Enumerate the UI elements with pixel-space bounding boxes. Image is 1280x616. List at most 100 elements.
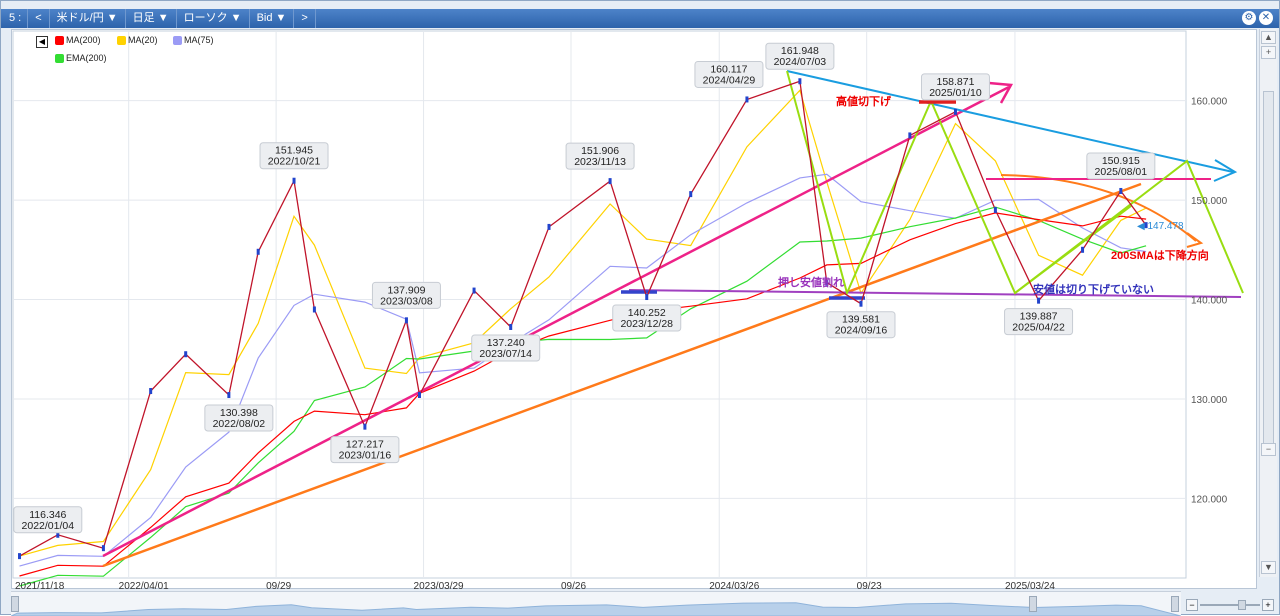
price-label-date: 2025/08/01 (1095, 166, 1148, 178)
plot-frame (12, 30, 1187, 579)
scroll-thumb[interactable] (1263, 91, 1274, 451)
hzoom-thumb[interactable] (1238, 600, 1246, 610)
price-label-value: 137.909 (387, 284, 425, 296)
legend-label: MA(75) (184, 35, 214, 45)
price-label-value: 116.346 (29, 509, 66, 521)
price-label-value: 139.887 (1020, 311, 1058, 323)
close-icon[interactable]: ✕ (1259, 11, 1273, 25)
hzoom-out-button[interactable]: − (1186, 599, 1198, 611)
chart-toolbar: 5 : < 米ドル/円 ▼ 日足 ▼ ローソク ▼ Bid ▼ > (1, 9, 1279, 28)
ma20-line (19, 89, 1147, 557)
price-label-date: 2022/10/21 (268, 156, 321, 168)
axes: 160.000 150.000 140.000 130.000 120.000 2021/… (15, 97, 1228, 591)
legend-toggle-button[interactable]: ◀ (36, 36, 48, 48)
navigator-bar[interactable] (11, 591, 1181, 616)
projection-curve-orange (1000, 174, 1197, 242)
price-label-box (471, 334, 541, 362)
candle (1119, 187, 1123, 194)
price-label-value: 139.581 (842, 314, 880, 326)
prev-button[interactable]: < (28, 9, 50, 28)
ma75-line (19, 173, 1147, 567)
candle (993, 207, 997, 214)
price-label-date: 2025/01/10 (929, 87, 982, 99)
symbol-dropdown[interactable]: 米ドル/円 ▼ (50, 9, 126, 28)
settings-icon[interactable]: ⚙ (1242, 11, 1256, 25)
legend-item-ma200: MA(200) (55, 35, 101, 45)
price-label-date: 2023/03/08 (380, 295, 433, 307)
price-label-box (612, 304, 682, 332)
candle (645, 294, 649, 301)
price-label-box (1004, 308, 1074, 336)
legend-label: EMA(200) (66, 53, 107, 63)
chart-number-label: 5 : (1, 9, 29, 28)
downtrend-line-blue (786, 70, 1234, 173)
price-label-box (13, 506, 83, 534)
candle (292, 177, 296, 184)
vertical-scrollbar[interactable]: ▲ + − ▼ (1259, 29, 1277, 577)
timeframe-dropdown[interactable]: 日足 ▼ (126, 9, 177, 28)
annotation-text: 押し安値割れ (778, 275, 844, 289)
zoom-out-button[interactable]: − (1261, 443, 1276, 456)
candle (953, 108, 957, 115)
legend-item-ema200: EMA(200) (55, 53, 107, 63)
hzoom-track[interactable] (1200, 604, 1260, 606)
x-tick-label: 2024/03/26 (709, 581, 759, 591)
price-label-box (259, 142, 329, 170)
annotation-text: 高値切下げ (836, 94, 892, 108)
horizontal-zoom[interactable]: − + (1186, 599, 1276, 611)
price-label-date: 2022/08/02 (213, 418, 266, 430)
candle (227, 392, 231, 399)
navigator-range-handle[interactable] (1029, 596, 1037, 612)
low-trendline-green (1014, 205, 1132, 294)
y-tick-label: 140.000 (1191, 296, 1228, 307)
x-tick-label: 2023/03/29 (414, 581, 464, 591)
price-label-date: 2024/07/03 (774, 56, 827, 68)
candle (689, 191, 693, 198)
legend-swatch (55, 35, 64, 45)
next-button[interactable]: > (294, 9, 316, 28)
price-side-dropdown[interactable]: Bid ▼ (250, 9, 295, 28)
price-label-box (920, 73, 990, 101)
price-label-date: 2023/11/13 (574, 156, 626, 168)
candle (1144, 222, 1148, 229)
candle (825, 279, 829, 286)
x-tick-label: 2022/04/01 (119, 581, 169, 591)
chart-type-dropdown[interactable]: ローソク ▼ (177, 9, 250, 28)
scroll-up-button[interactable]: ▲ (1261, 31, 1276, 44)
legend-swatch (55, 53, 64, 63)
navigator-left-handle[interactable] (11, 596, 19, 612)
legend-swatch (117, 35, 126, 45)
uptrend-line-pink (102, 85, 1010, 558)
navigator-right-handle[interactable] (1171, 596, 1179, 612)
legend-swatch (173, 35, 182, 45)
candle (859, 300, 863, 307)
price-label-value: 137.240 (487, 337, 525, 349)
price-label-box (204, 404, 274, 432)
price-label-value: 151.906 (581, 145, 619, 157)
zigzag-green (786, 70, 1244, 297)
zoom-in-button[interactable]: + (1261, 46, 1276, 59)
arrow-head-pink (988, 81, 1014, 104)
candle (184, 351, 188, 358)
price-label-value: 160.117 (710, 63, 747, 75)
price-label-box (694, 60, 764, 88)
price-label-value: 151.945 (275, 145, 313, 157)
candle (509, 323, 513, 330)
hzoom-in-button[interactable]: + (1262, 599, 1274, 611)
legend-label: MA(20) (128, 35, 158, 45)
scroll-down-button[interactable]: ▼ (1261, 561, 1276, 574)
candle (1037, 297, 1041, 304)
x-tick-label: 2021/11/18 (15, 581, 65, 591)
legend-item-ma75: MA(75) (173, 35, 214, 45)
candle (472, 287, 476, 294)
